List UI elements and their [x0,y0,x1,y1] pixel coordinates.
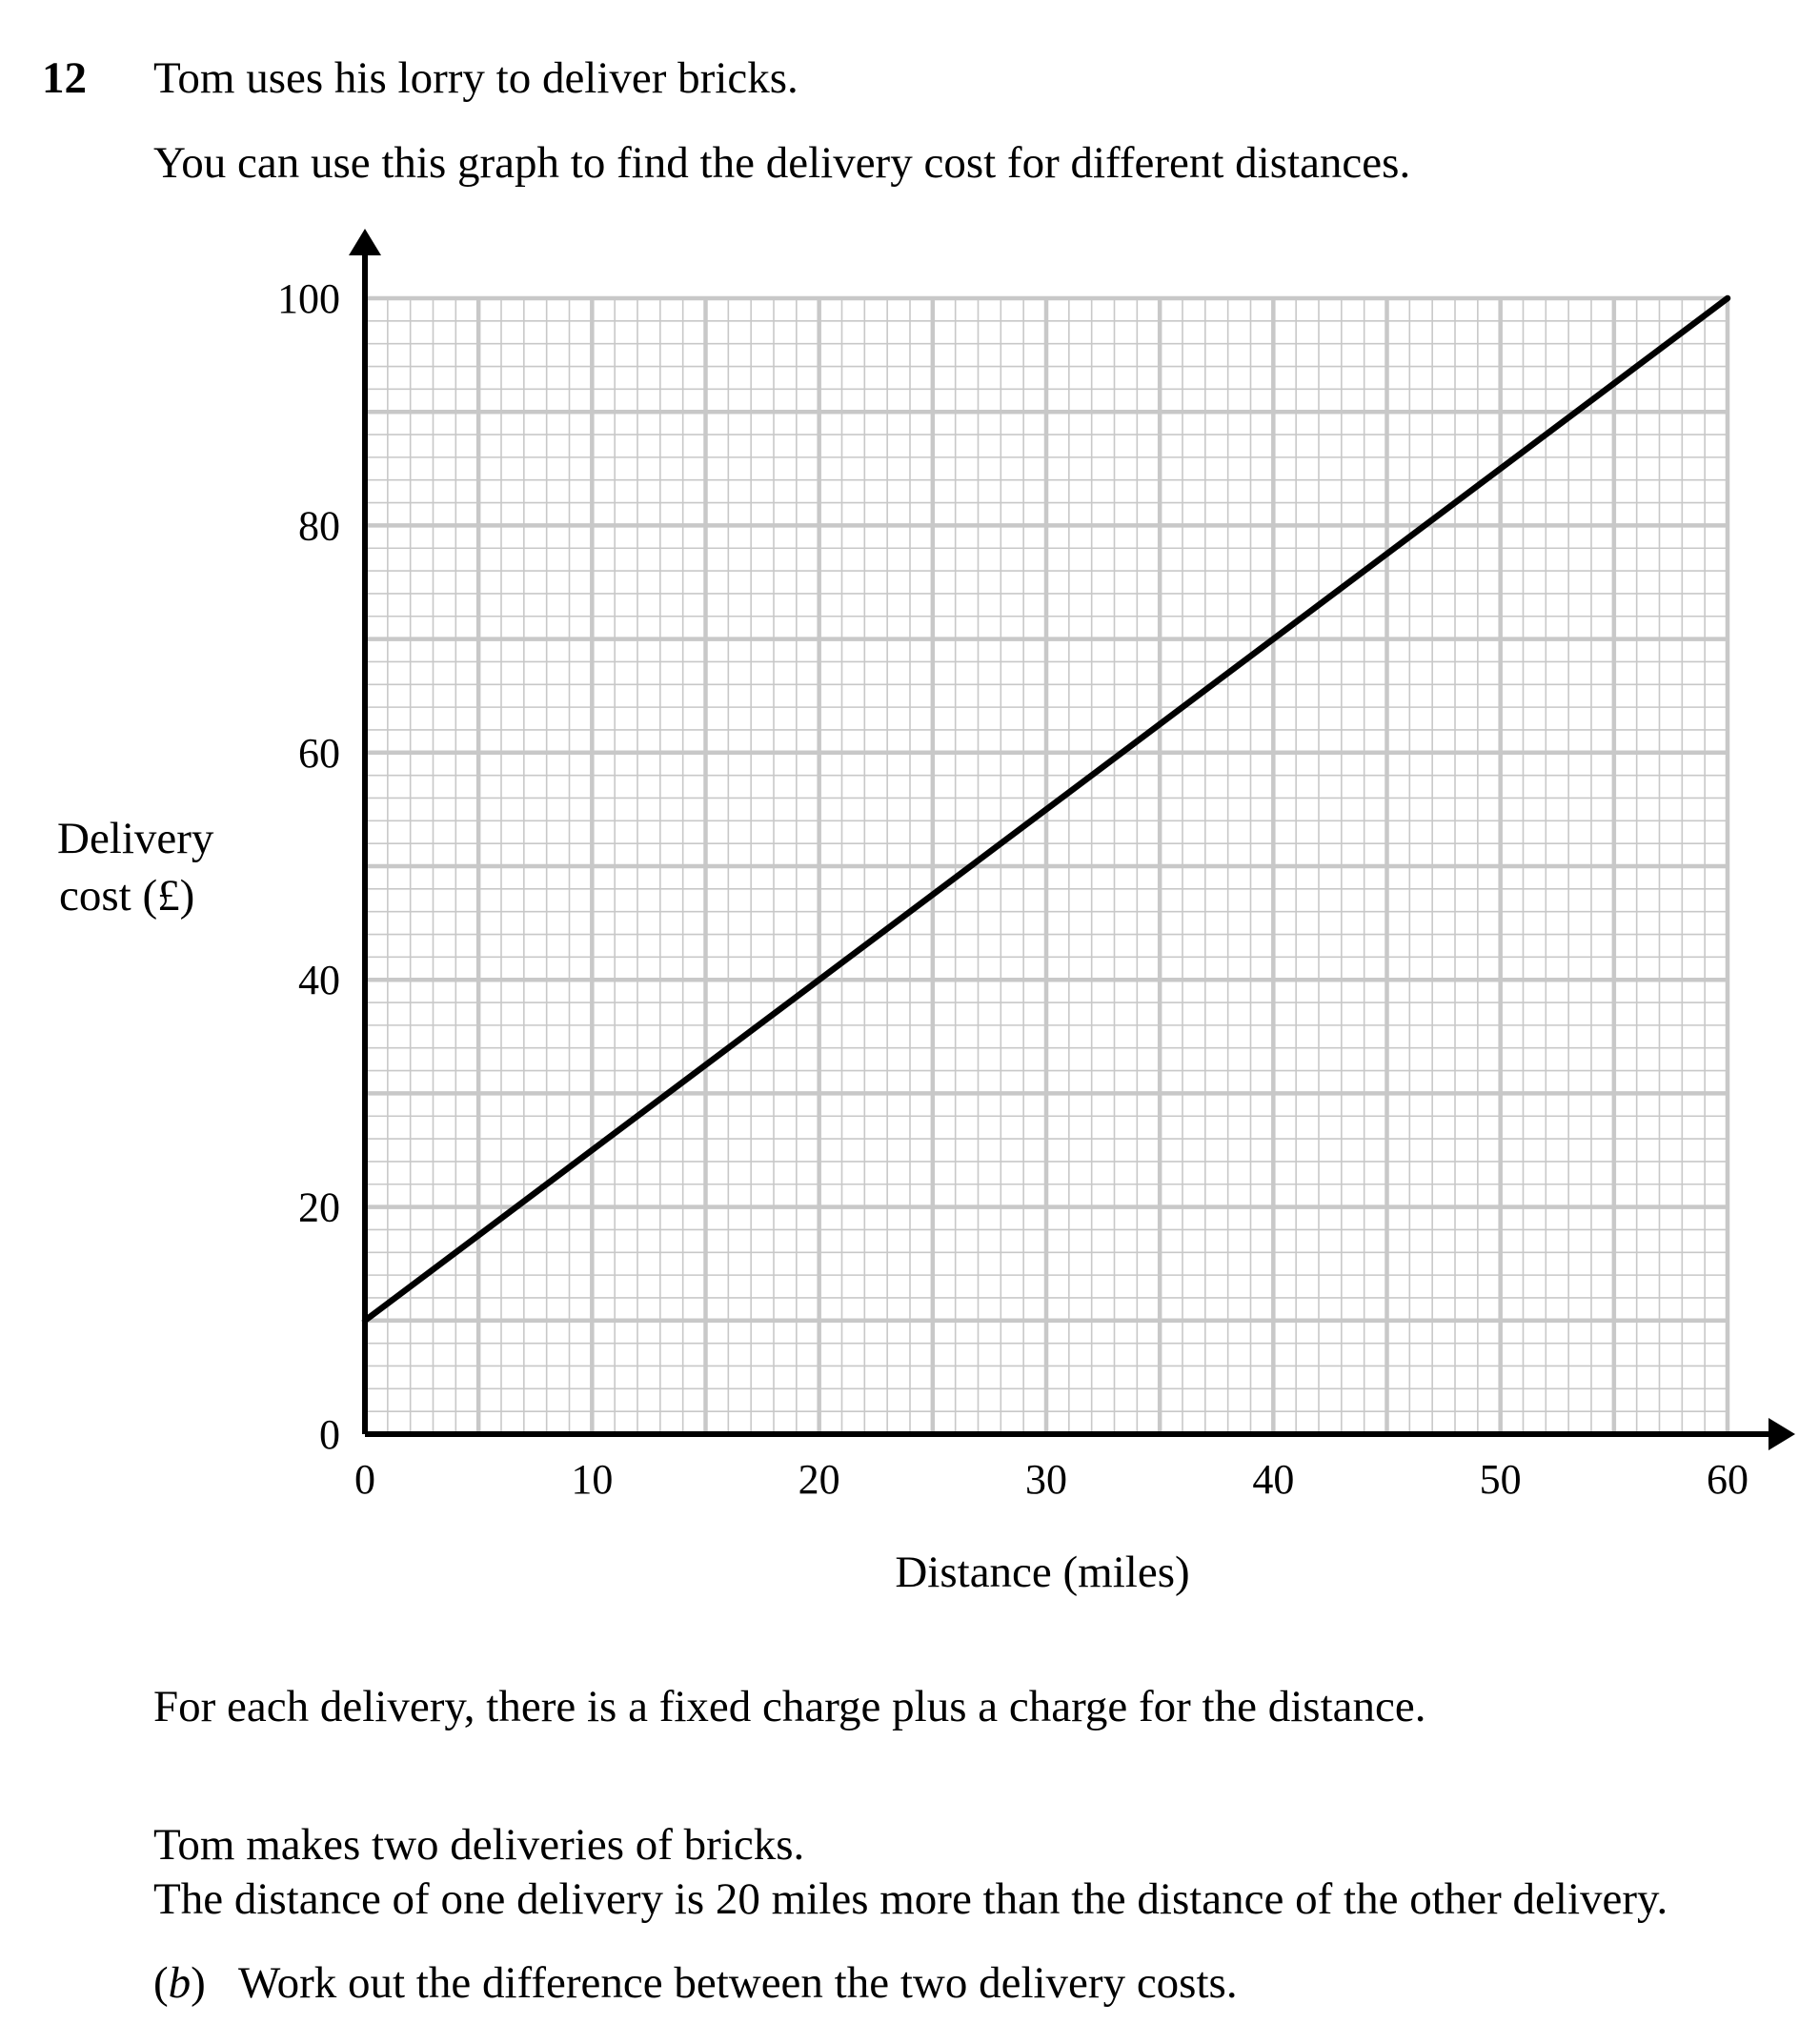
y-tick-label: 100 [277,275,340,322]
y-tick-label: 60 [298,730,340,777]
y-tick-label: 40 [298,957,340,1003]
axes [349,229,1795,1450]
intro-line-1: Tom uses his lorry to deliver bricks. [153,53,798,103]
y-axis-arrow [349,229,381,255]
part-b-label: (b) [153,1956,206,2010]
x-tick-label: 30 [1025,1456,1067,1503]
x-tick-label: 60 [1707,1456,1748,1503]
part-b-paren-open: ( [153,1958,169,2008]
x-axis-arrow [1768,1418,1795,1450]
x-tick-labels: 0 10 20 30 40 50 60 [354,1456,1748,1503]
question-number: 12 [42,53,87,103]
x-tick-label: 40 [1252,1456,1294,1503]
part-b-question: Work out the difference between the two … [238,1958,1238,2008]
x-tick-label: 0 [354,1456,375,1503]
y-axis-title-line-2: cost (£) [59,871,195,921]
x-tick-label: 10 [571,1456,613,1503]
series-line [361,294,1731,1325]
y-tick-label: 80 [298,502,340,549]
part-b-letter: b [168,1958,192,2008]
y-tick-labels: 0 20 40 60 80 100 [277,275,340,1458]
paragraph-fixed-charge: For each delivery, there is a fixed char… [153,1682,1426,1731]
data-series [361,294,1731,1325]
grid-major-lines [362,295,1730,1437]
x-tick-label: 20 [798,1456,840,1503]
x-tick-label: 50 [1480,1456,1522,1503]
y-axis-title-line-1: Delivery [57,814,214,863]
x-axis-title: Distance (miles) [895,1548,1189,1597]
y-tick-label: 20 [298,1184,340,1231]
y-tick-label: 0 [319,1411,340,1458]
intro-line-2: You can use this graph to find the deliv… [153,138,1411,188]
paragraph-distance-difference: The distance of one delivery is 20 miles… [153,1874,1668,1924]
part-b-paren-close: ) [191,1958,206,2008]
delivery-cost-chart: 0 10 20 30 40 50 60 0 20 40 60 80 100 Distance (mil… [277,229,1795,1597]
paragraph-two-deliveries: Tom makes two deliveries of bricks. [153,1820,805,1870]
